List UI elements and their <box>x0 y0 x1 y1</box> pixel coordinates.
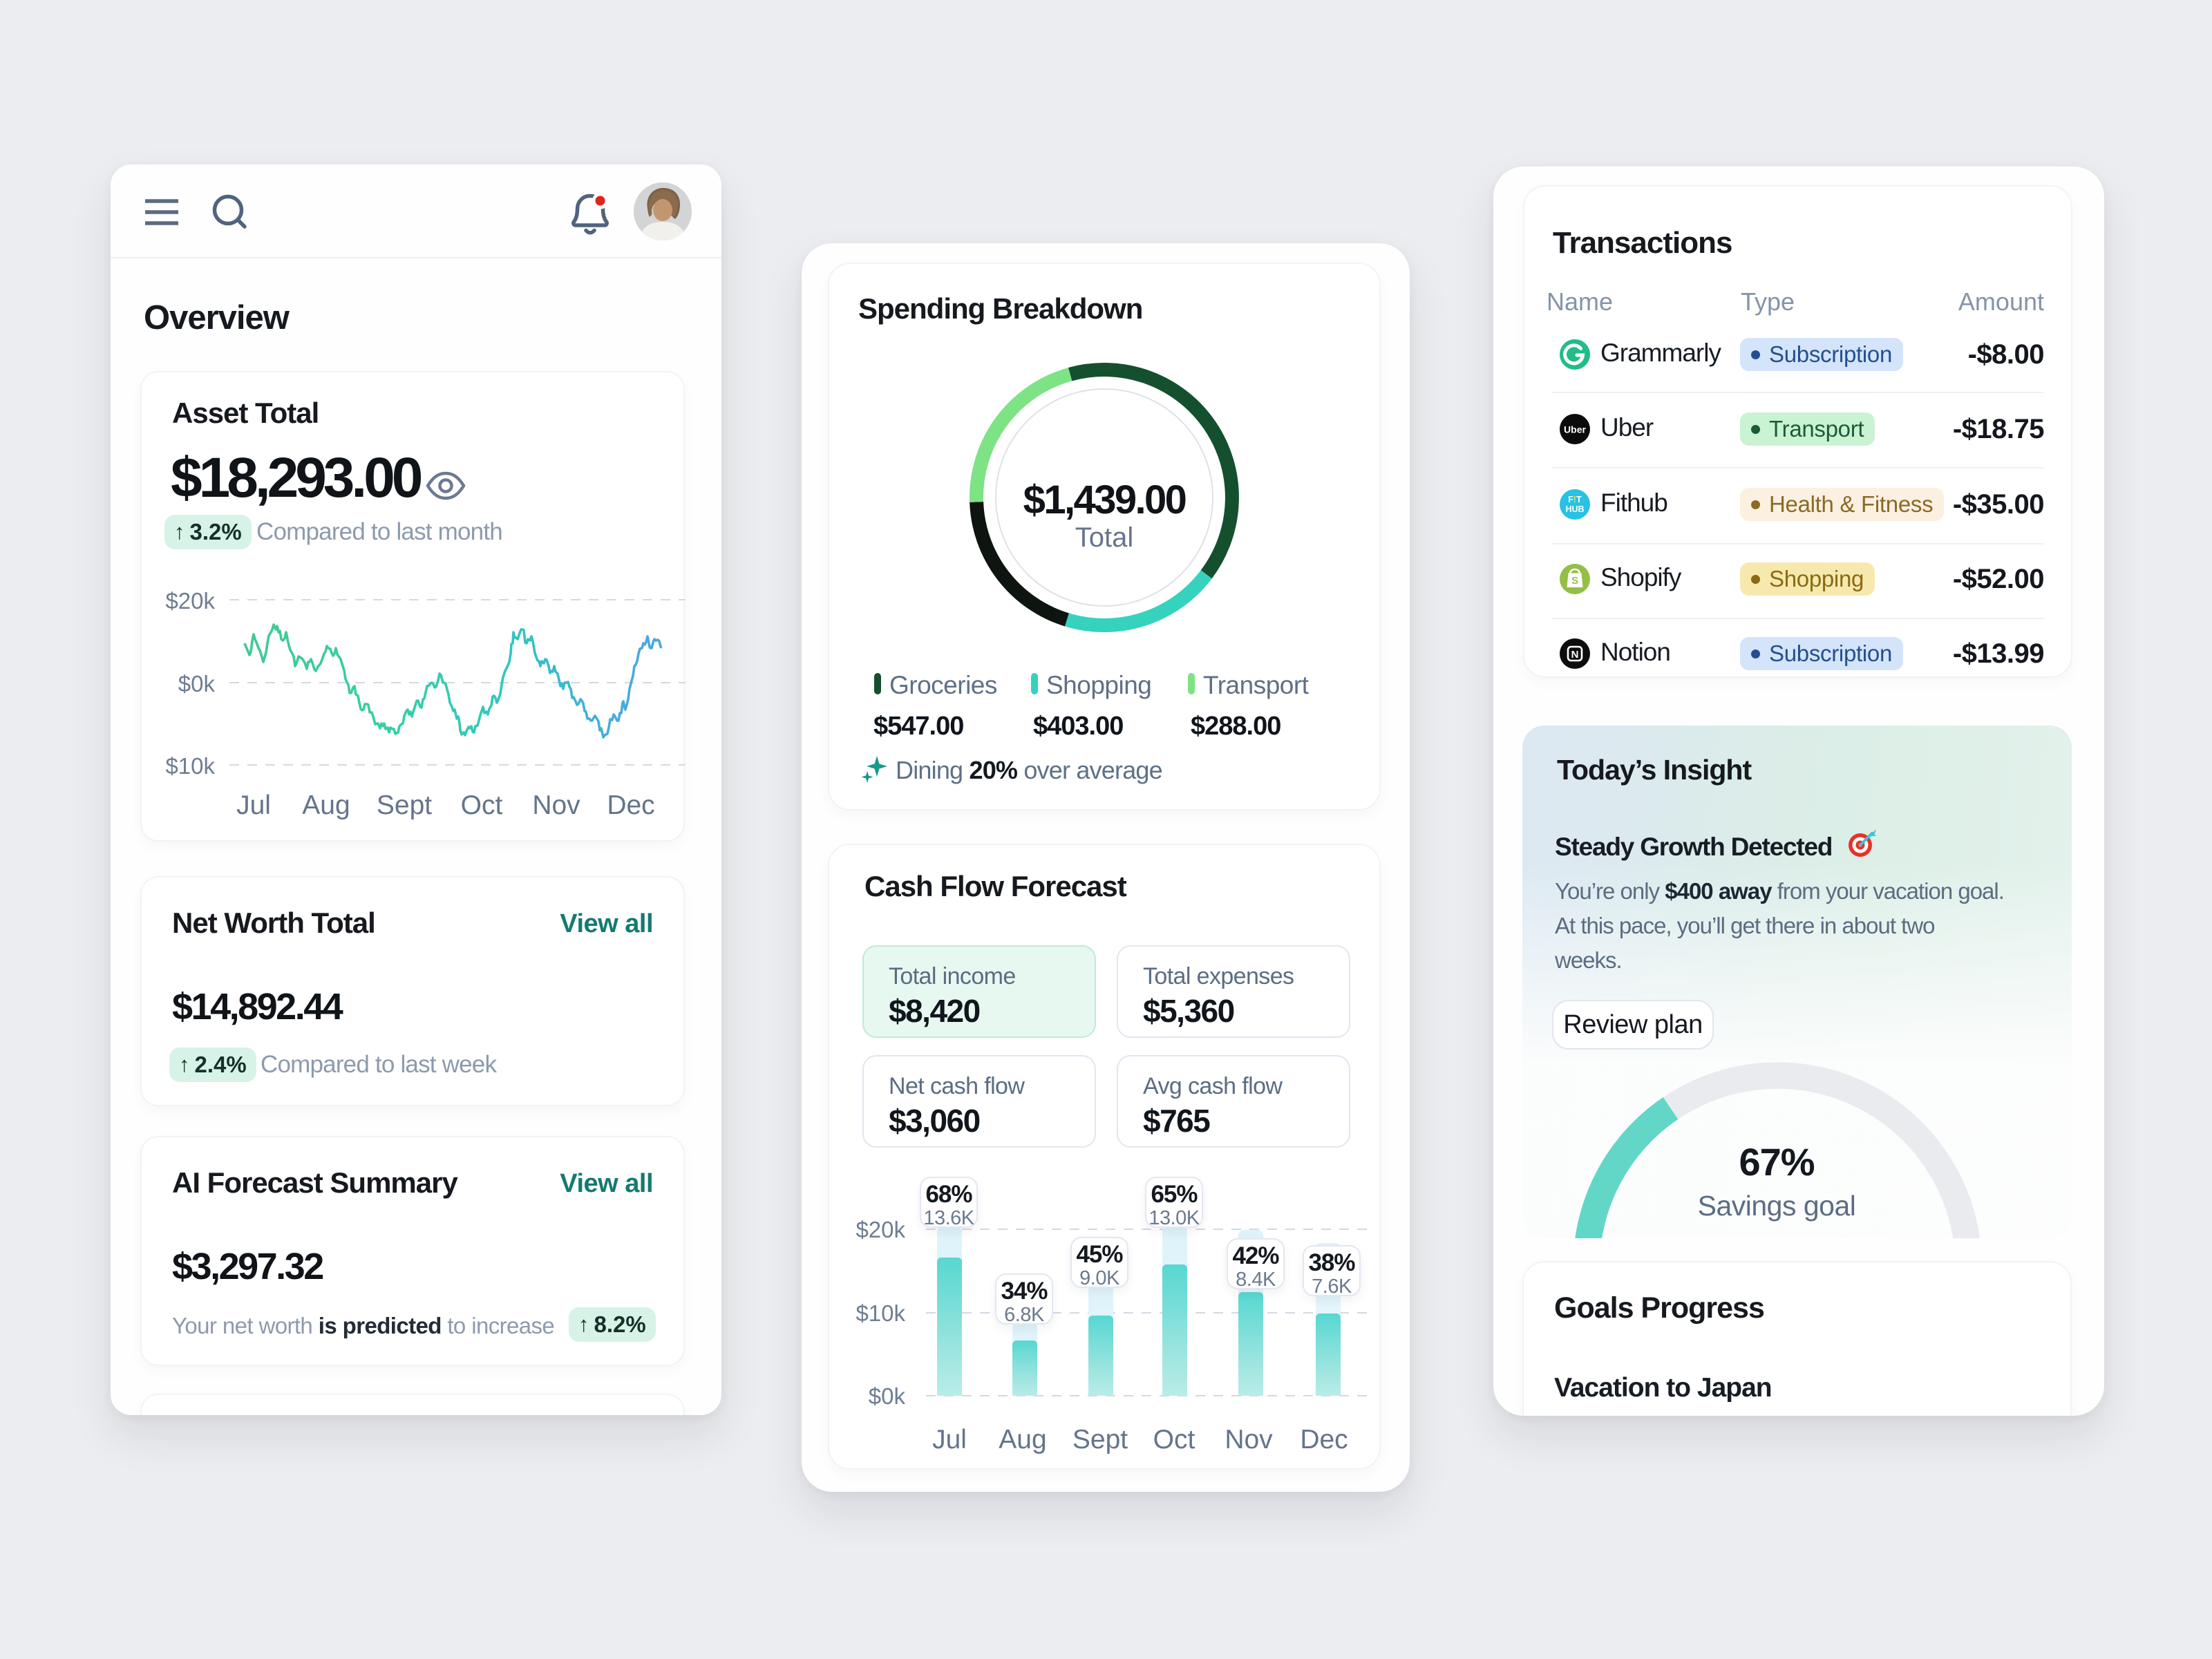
svg-text:F!T: F!T <box>1568 495 1582 504</box>
svg-text:S: S <box>1571 575 1578 587</box>
svg-text:N: N <box>1571 649 1579 661</box>
svg-text:Uber: Uber <box>1564 424 1586 435</box>
svg-text:HUB: HUB <box>1565 504 1584 514</box>
